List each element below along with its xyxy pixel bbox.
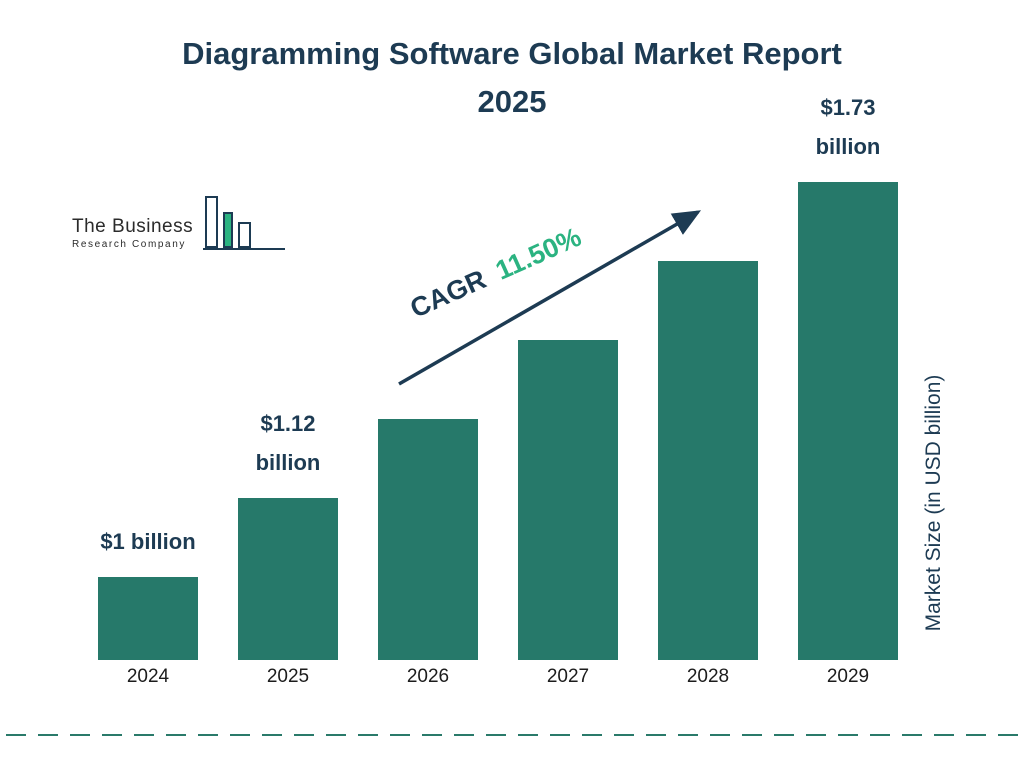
x-axis-label: 2024 <box>126 666 170 687</box>
bar <box>798 182 898 660</box>
logo-bar-icon <box>205 196 219 248</box>
company-logo-text: The Business Research Company <box>72 216 193 250</box>
bar <box>518 340 618 660</box>
x-axis-label: 2026 <box>406 666 450 687</box>
logo-name: The Business <box>72 216 194 237</box>
logo-bar-icon <box>223 212 234 248</box>
bar-column <box>518 340 618 660</box>
x-axis-label: 2027 <box>546 666 590 687</box>
bar <box>658 261 758 660</box>
logo-subname: Research Company <box>72 239 186 250</box>
x-axis-label: 2025 <box>266 666 310 687</box>
bar <box>98 577 198 660</box>
logo-bar-icon <box>238 222 252 248</box>
bar-column: $1 billion <box>98 523 198 660</box>
bar-column: $1.12 billion <box>238 405 338 660</box>
logo-bars-icon <box>203 196 286 250</box>
y-axis-label: Market Size (in USD billion) <box>922 374 945 632</box>
page-title-line1: Diagramming Software Global Market Repor… <box>182 36 842 71</box>
bar-value-label: $1.73 billion <box>815 95 881 159</box>
bar-column <box>378 419 478 660</box>
x-axis-labels: 2024 2025 2026 2027 2028 2029 <box>98 666 898 688</box>
bar <box>238 498 338 660</box>
bar-chart: $1 billion $1.12 billion $1.73 billion <box>98 89 898 660</box>
bar-value-label: $1 billion <box>100 528 196 554</box>
page-title-line2: 2025 <box>477 84 547 120</box>
x-axis-label: 2028 <box>686 666 730 687</box>
bar-value-label: $1.12 billion <box>255 411 321 475</box>
bar <box>378 419 478 660</box>
company-logo: The Business Research Company <box>72 196 286 250</box>
bottom-dashed-divider <box>6 734 1018 736</box>
bar-column <box>658 261 758 660</box>
bar-column: $1.73 billion <box>798 89 898 660</box>
x-axis-label: 2029 <box>826 666 870 687</box>
page-title: Diagramming Software Global Market Repor… <box>0 30 1024 126</box>
